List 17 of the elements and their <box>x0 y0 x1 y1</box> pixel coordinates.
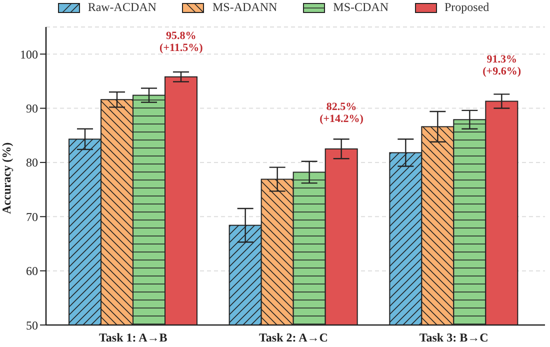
x-tick-label: Task 2: A→C <box>259 330 328 345</box>
annotation: 82.5% (+14.2%) <box>320 100 364 125</box>
y-tick-label: 70 <box>26 210 38 224</box>
y-tick-label: 100 <box>20 47 38 62</box>
annotation: 91.3% (+9.6%) <box>482 54 522 78</box>
x-tick-label: Task 3: B→C <box>419 330 488 345</box>
y-axis-title: Accuracy (%) <box>0 142 14 214</box>
legend-label: MS-CDAN <box>333 0 388 15</box>
x-tick-label: Task 1: A→B <box>99 330 168 345</box>
y-tick-label: 60 <box>26 264 38 278</box>
legend-label: Raw-ACDAN <box>88 0 156 15</box>
legend-label: Proposed <box>444 0 490 15</box>
y-tick-label: 80 <box>26 156 38 170</box>
y-tick-label: 50 <box>26 318 38 332</box>
annotation: 95.8% (+11.5%) <box>160 30 204 54</box>
y-tick-label: 90 <box>26 102 38 116</box>
legend-label: MS-ADANN <box>212 0 278 15</box>
